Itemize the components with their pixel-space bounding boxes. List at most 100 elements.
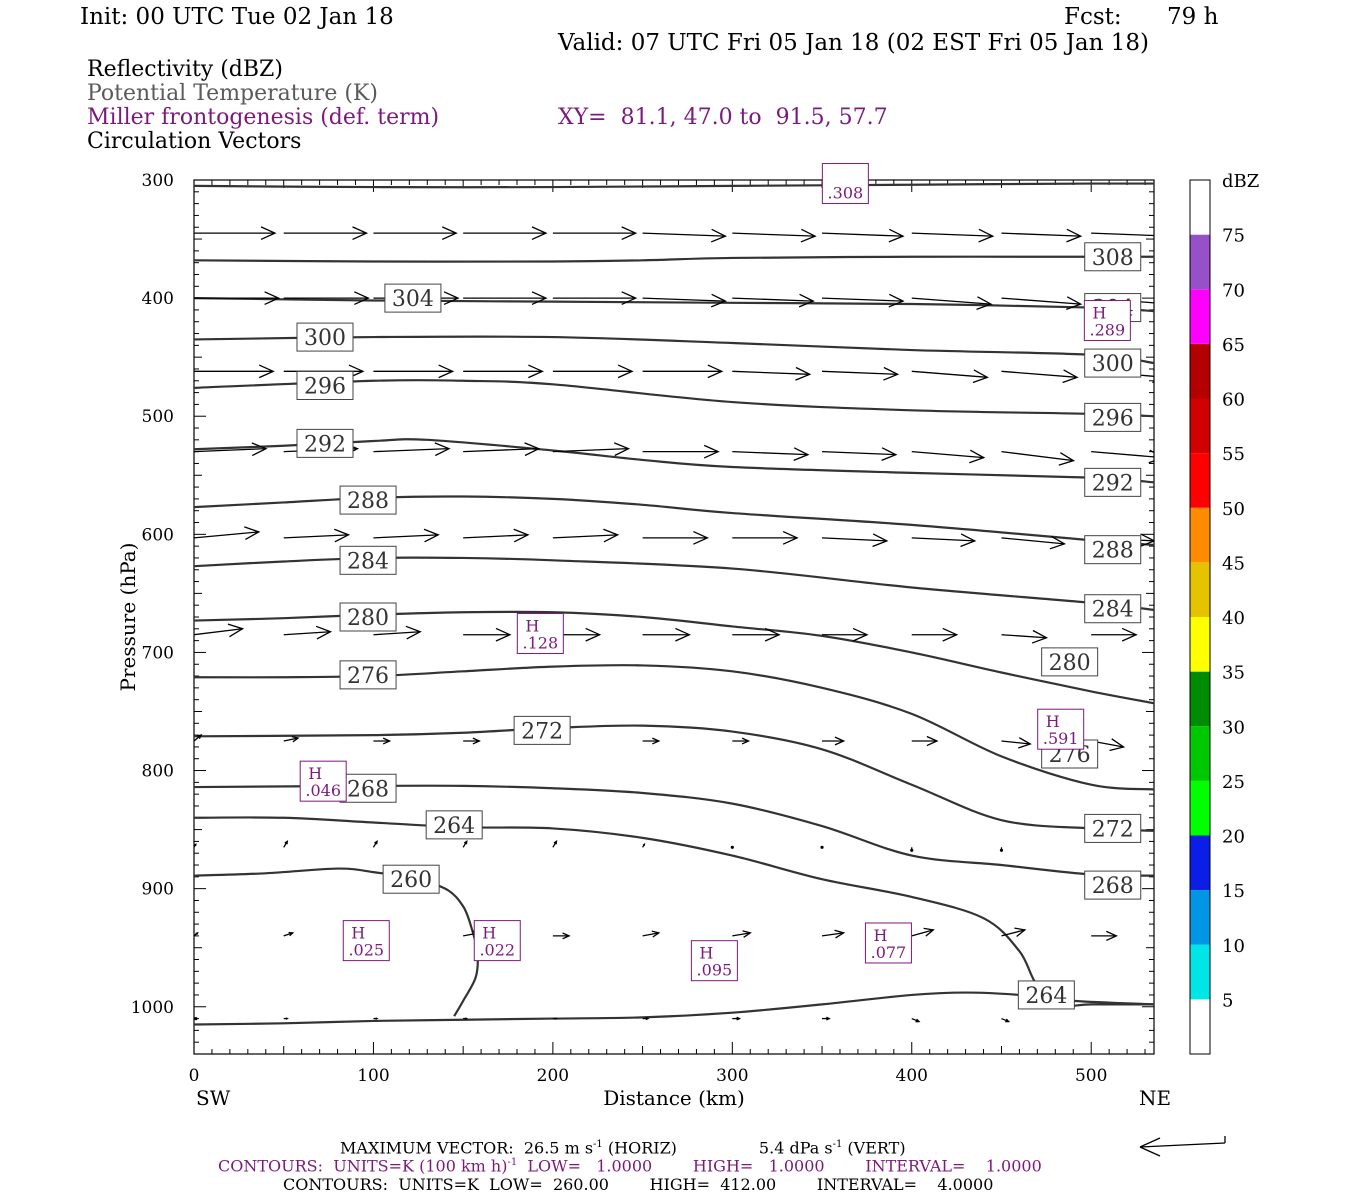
circulation-vector	[642, 530, 709, 545]
circulation-vector	[642, 627, 691, 642]
colorbar-unit: dBZ	[1222, 171, 1259, 192]
circulation-vector	[194, 842, 197, 848]
theta-label-272: 272	[1084, 813, 1142, 843]
colorbar-level-label: 30	[1222, 717, 1245, 738]
svg-text:.022: .022	[479, 941, 515, 960]
svg-text:264: 264	[1025, 984, 1067, 1009]
circulation-vector	[1091, 232, 1154, 237]
theta-label-284: 284	[339, 545, 397, 575]
svg-text:284: 284	[1092, 598, 1134, 623]
theta-label-264: 264	[1017, 980, 1075, 1010]
colorbar-segment	[1190, 999, 1210, 1054]
circulation-vector	[1001, 296, 1083, 310]
circulation-vector	[463, 528, 530, 543]
x-axis-label: Distance (km)	[603, 1086, 745, 1110]
circulation-vector	[194, 623, 245, 638]
theta-contour-280	[194, 610, 1154, 705]
svg-text:280: 280	[347, 606, 389, 631]
contours-frontogenesis-info: CONTOURS: UNITS=K (100 km h)-1 LOW= 1.00…	[218, 1156, 1042, 1176]
svg-text:288: 288	[1092, 539, 1134, 564]
svg-text:H: H	[308, 764, 322, 783]
circulation-vector	[822, 533, 889, 548]
circulation-vector	[732, 737, 751, 745]
circulation-vector	[822, 447, 898, 461]
theta-contour-labels: 3083043043003002962962922922882882842842…	[296, 242, 1142, 1010]
circulation-vector	[463, 291, 548, 306]
circulation-vector	[283, 735, 300, 743]
circulation-vector	[372, 839, 378, 848]
circulation-vector	[642, 228, 727, 243]
colorbar-segment	[1190, 780, 1210, 836]
colorbar-level-label: 15	[1222, 881, 1245, 902]
colorbar-level-label: 10	[1222, 936, 1245, 957]
circulation-vector	[911, 296, 993, 310]
circulation-vector	[1001, 228, 1083, 243]
colorbar-segment	[1190, 507, 1210, 563]
theta-contour-300	[194, 335, 1154, 365]
colorbar-level-label: 55	[1222, 444, 1245, 465]
svg-text:288: 288	[347, 489, 389, 514]
circulation-vector	[642, 842, 646, 848]
circulation-vector	[732, 627, 781, 642]
theta-label-264: 264	[425, 810, 483, 840]
svg-text:300: 300	[304, 326, 346, 351]
circulation-vector	[283, 1017, 289, 1020]
circulation-vector	[373, 1017, 379, 1020]
circulation-vector	[462, 839, 468, 848]
colorbar-segment	[1190, 562, 1210, 617]
circulation-vector	[642, 930, 661, 938]
svg-text:.046: .046	[305, 781, 341, 800]
frontogenesis-max: H.095	[690, 940, 738, 982]
circulation-vector	[463, 1017, 469, 1020]
colorbar-level-label: 5	[1222, 990, 1233, 1011]
circulation-vector	[552, 442, 631, 457]
x-tick-label: 0	[189, 1066, 200, 1086]
circulation-vector	[194, 226, 277, 241]
theta-label-272: 272	[513, 715, 571, 745]
circulation-vector	[1001, 629, 1049, 644]
field-theta: Potential Temperature (K)	[87, 81, 378, 106]
svg-text:.308: .308	[828, 184, 864, 203]
circulation-vector	[463, 737, 481, 745]
frontogenesis-max: H.077	[864, 922, 912, 964]
theta-label-308: 308	[1084, 242, 1142, 272]
svg-text:.289: .289	[1090, 321, 1126, 340]
theta-label-300: 300	[296, 322, 354, 352]
colorbar-level-label: 45	[1222, 553, 1245, 574]
svg-text:.077: .077	[871, 943, 907, 962]
circulation-vector	[730, 845, 734, 849]
theta-label-288: 288	[339, 485, 397, 515]
circulation-vector	[194, 442, 268, 457]
svg-text:272: 272	[521, 719, 563, 744]
svg-text:H: H	[873, 926, 887, 945]
forecast-hours: 79 h	[1167, 4, 1219, 30]
circulation-vector	[283, 839, 289, 848]
y-tick-label: 800	[142, 762, 174, 782]
frontogenesis-max: H.128	[516, 613, 564, 655]
forecast-label: Fcst:	[1064, 4, 1122, 30]
theta-contour-284	[194, 556, 1154, 612]
svg-text:272: 272	[1092, 817, 1134, 842]
y-tick-label: 700	[142, 643, 174, 663]
circulation-vector	[1091, 627, 1138, 642]
circulation-vector	[822, 1016, 831, 1021]
circulation-vector	[642, 1017, 650, 1021]
svg-text:260: 260	[390, 868, 432, 893]
circulation-vector	[642, 444, 720, 459]
circulation-vector	[283, 291, 370, 306]
max-vector-info: MAXIMUM VECTOR: 26.5 m s-1 (HORIZ) 5.4 dP…	[340, 1138, 906, 1158]
theta-label-288: 288	[1084, 535, 1142, 565]
theta-label-260: 260	[382, 864, 440, 894]
field-frontogenesis: Miller frontogenesis (def. term)	[87, 105, 440, 130]
circulation-vector	[642, 293, 727, 308]
circulation-vector	[642, 737, 661, 745]
theta-label-292: 292	[296, 428, 354, 458]
y-tick-label: 400	[142, 289, 174, 309]
theta-label-296: 296	[296, 371, 354, 401]
circulation-vector	[1001, 451, 1076, 466]
circulation-vector	[822, 627, 869, 642]
theta-contour-bottom	[194, 991, 1154, 1026]
colorbar-segment	[1190, 289, 1210, 344]
